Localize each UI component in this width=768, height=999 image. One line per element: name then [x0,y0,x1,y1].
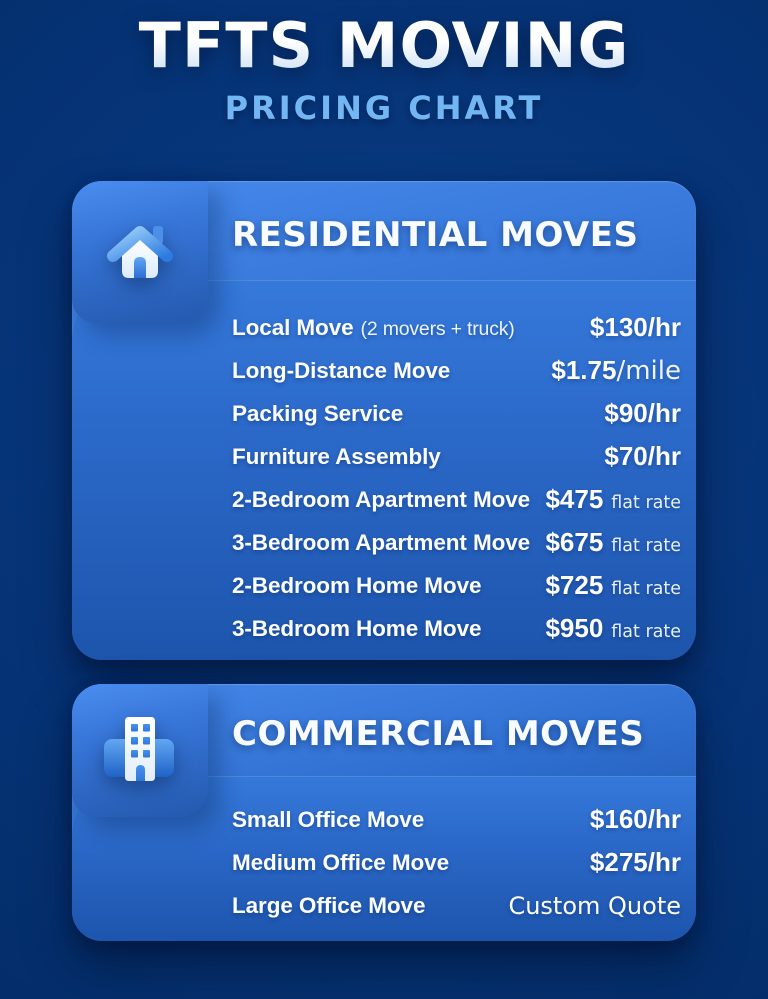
price-value: $675 flat rate [545,527,681,558]
building-icon [104,716,174,781]
service-label: 3-Bedroom Apartment Move [232,529,531,555]
price-unit: /hr [647,312,681,342]
service-label: Local Move [232,314,354,340]
price-amount: $475 [545,484,604,514]
service-label: Long-Distance Move [232,357,451,383]
service-label-group: 2-Bedroom Apartment Move [232,487,530,513]
residential-icon-tab [72,181,208,323]
price-row: Local Move (2 movers + truck) $130/hr [232,306,681,349]
price-value: Custom Quote [508,892,681,920]
price-row: 2-Bedroom Apartment Move $475 flat rate [232,478,681,521]
service-label-group: 3-Bedroom Apartment Move [232,530,530,556]
service-note: (2 movers + truck) [360,317,515,340]
price-unit: /hr [647,804,681,834]
price-row: Small Office Move $160/hr [232,798,681,841]
price-amount: $675 [545,527,604,557]
price-value: $70/hr [604,441,681,472]
service-label-group: Local Move (2 movers + truck) [232,315,515,341]
service-label-group: Medium Office Move [232,850,449,876]
price-value: $475 flat rate [545,484,681,515]
house-icon [107,226,173,278]
service-label-group: Furniture Assembly [232,444,441,470]
service-label-group: Large Office Move [232,893,425,919]
commercial-card: COMMERCIAL MOVES Small Office Move $160/… [72,684,696,941]
price-unit: flat rate [611,622,681,642]
price-row: 2-Bedroom Home Move $725 flat rate [232,564,681,607]
price-row: Large Office Move Custom Quote [232,884,681,927]
price-value: $950 flat rate [545,613,681,644]
residential-card: RESIDENTIAL MOVES Local Move (2 movers + … [72,181,696,660]
service-label: Small Office Move [232,806,425,832]
commercial-title: COMMERCIAL MOVES [232,714,645,754]
price-unit: /mile [616,356,681,386]
price-value: $130/hr [590,312,681,343]
price-amount: $70 [604,441,648,471]
price-amount: $275 [589,847,648,877]
service-label: Medium Office Move [232,849,449,875]
price-unit: /hr [647,847,681,877]
price-unit: /hr [647,398,681,428]
service-label: 3-Bedroom Home Move [232,615,482,641]
price-value: $1.75/mile [551,355,681,386]
residential-rows: Local Move (2 movers + truck) $130/hr Lon… [232,306,681,650]
page-title: TFTS MOVING [0,11,768,80]
residential-title: RESIDENTIAL MOVES [232,215,639,255]
price-row: Long-Distance Move $1.75/mile [232,349,681,392]
commercial-rows: Small Office Move $160/hr Medium Office … [232,798,681,927]
service-label: Furniture Assembly [232,443,441,469]
price-value: $275/hr [590,847,681,878]
price-unit: /hr [647,441,681,471]
service-label-group: 3-Bedroom Home Move [232,616,481,642]
price-row: 3-Bedroom Home Move $950 flat rate [232,607,681,650]
service-label-group: Packing Service [232,401,403,427]
price-amount: Custom Quote [508,891,681,920]
residential-price-panel [72,280,696,660]
price-value: $725 flat rate [545,570,681,601]
page-header: TFTS MOVING PRICING CHART [0,0,768,127]
page-subtitle: PRICING CHART [224,89,544,128]
price-amount: $725 [545,570,604,600]
price-amount: $950 [545,613,604,643]
service-label-group: 2-Bedroom Home Move [232,573,481,599]
price-row: Furniture Assembly $70/hr [232,435,681,478]
price-amount: $130 [589,312,648,342]
service-label: 2-Bedroom Home Move [232,572,482,598]
service-label-group: Small Office Move [232,807,424,833]
service-label: 2-Bedroom Apartment Move [232,486,531,512]
price-row: 3-Bedroom Apartment Move $675 flat rate [232,521,681,564]
service-label-group: Long-Distance Move [232,358,450,384]
price-amount: $1.75 [551,355,617,385]
price-amount: $160 [589,804,648,834]
price-unit: flat rate [611,493,681,513]
commercial-icon-tab [72,684,208,817]
price-amount: $90 [604,398,648,428]
price-row: Packing Service $90/hr [232,392,681,435]
service-label: Packing Service [232,400,404,426]
price-value: $160/hr [590,804,681,835]
price-unit: flat rate [611,579,681,599]
price-row: Medium Office Move $275/hr [232,841,681,884]
price-value: $90/hr [604,398,681,429]
price-unit: flat rate [611,536,681,556]
service-label: Large Office Move [232,892,426,918]
